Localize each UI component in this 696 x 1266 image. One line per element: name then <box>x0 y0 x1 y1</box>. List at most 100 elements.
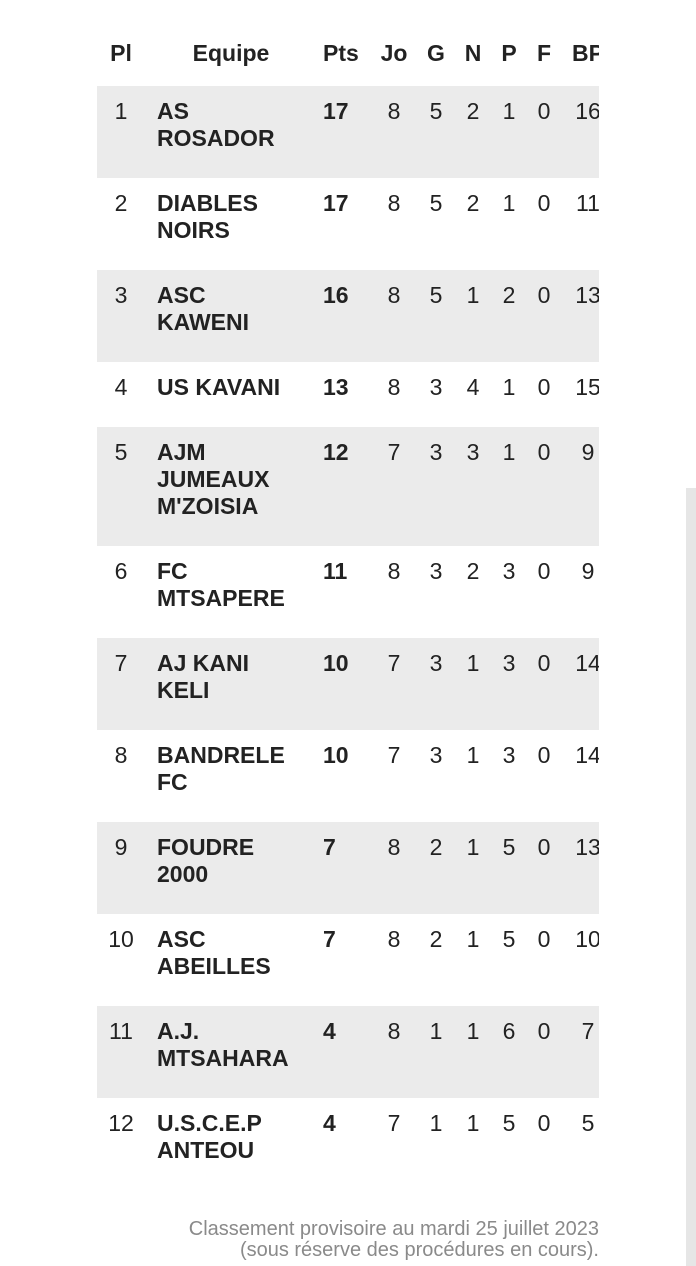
team-name-line: U.S.C.E.P <box>157 1110 262 1136</box>
stat: 15 <box>575 374 599 400</box>
team-name-line: KAWENI <box>157 309 249 335</box>
stat: 0 <box>537 439 551 465</box>
footer: Classement provisoire au mardi 25 juille… <box>189 1219 599 1261</box>
stat: 0 <box>537 282 551 308</box>
stat: 3 <box>429 742 443 768</box>
team-name-line: A.J. <box>157 1018 200 1044</box>
team-row: 8 BANDRELE FC 10 7 3 1 3 0 14 <box>97 730 599 822</box>
stat: 11 <box>576 190 599 216</box>
stat: 16 <box>323 282 349 308</box>
team-row: 12 U.S.C.E.P ANTEOU 4 7 1 1 5 0 5 <box>97 1098 599 1190</box>
stat: 2 <box>466 558 480 584</box>
team-name-line: ABEILLES <box>157 953 271 979</box>
stat: 3 <box>502 558 516 584</box>
stat: 8 <box>387 926 401 952</box>
stat: 14 <box>575 650 599 676</box>
stat: 14 <box>575 742 599 768</box>
team-name: U.S.C.E.P ANTEOU <box>145 1098 317 1190</box>
stat: 1 <box>466 650 480 676</box>
stat: 16 <box>575 98 599 124</box>
stat: 0 <box>537 1018 551 1044</box>
stat: 7 <box>387 1110 401 1136</box>
rank: 1 <box>114 98 128 124</box>
stat: 6 <box>502 1018 516 1044</box>
team-name-line: DIABLES <box>157 190 258 216</box>
rank: 6 <box>114 558 128 584</box>
stat: 11 <box>323 558 348 584</box>
team-row: 6 FC MTSAPERE 11 8 3 2 3 0 9 <box>97 546 599 638</box>
stat: 5 <box>581 1110 595 1136</box>
stat: 17 <box>323 190 349 216</box>
stat: 1 <box>502 374 516 400</box>
stat: 10 <box>323 742 349 768</box>
team-row: 4 US KAVANI 13 8 3 4 1 0 15 <box>97 362 599 427</box>
stat: 1 <box>429 1110 443 1136</box>
stat: 12 <box>323 439 349 465</box>
column-header: Jo <box>380 40 408 66</box>
team-name-line: JUMEAUX <box>157 466 270 492</box>
standings-table: Pl Equipe Pts Jo G N P F BP 1 AS ROSADOR 17 8 5 2 1 0 16 2… <box>97 0 599 1190</box>
team-name: AS ROSADOR <box>145 86 317 178</box>
stat: 1 <box>466 1110 480 1136</box>
header-row: Pl Equipe Pts Jo G N P F BP <box>97 0 599 86</box>
rank: 10 <box>108 926 134 952</box>
stat: 2 <box>429 926 443 952</box>
stat: 1 <box>502 190 516 216</box>
stat: 7 <box>323 926 336 952</box>
stat: 8 <box>387 282 401 308</box>
rank: 4 <box>114 374 128 400</box>
scrollbar <box>686 488 696 1266</box>
stat: 7 <box>581 1018 595 1044</box>
stat: 8 <box>387 558 401 584</box>
footer-line: (sous réserve des procédures en cours). <box>239 1239 599 1261</box>
team-name-line: AS <box>157 98 189 124</box>
standings: Pl Equipe Pts Jo G N P F BP 1 AS ROSADOR 17 8 5 2 1 0 16 2… <box>97 0 599 1200</box>
stat: 7 <box>387 742 401 768</box>
stat: 5 <box>502 834 516 860</box>
stat: 13 <box>575 834 599 860</box>
stat: 0 <box>537 1110 551 1136</box>
rank: 7 <box>114 650 128 676</box>
stat: 0 <box>537 374 551 400</box>
stat: 13 <box>575 282 599 308</box>
stat: 0 <box>537 742 551 768</box>
stat: 3 <box>502 742 516 768</box>
stat: 0 <box>537 190 551 216</box>
team-row: 5 AJM JUMEAUX M'ZOISIA 12 7 3 3 1 0 9 <box>97 427 599 546</box>
team-row: 11 A.J. MTSAHARA 4 8 1 1 6 0 7 <box>97 1006 599 1098</box>
stat: 2 <box>466 98 480 124</box>
column-header: BP <box>572 40 599 66</box>
stat: 1 <box>466 742 480 768</box>
team-name-line: FC <box>157 769 188 795</box>
team-name-line: KELI <box>157 677 210 703</box>
stat: 0 <box>537 926 551 952</box>
stat: 8 <box>387 834 401 860</box>
footer-line: Classement provisoire au mardi 25 juille… <box>188 1218 599 1240</box>
stat: 9 <box>581 439 595 465</box>
stat: 10 <box>323 650 349 676</box>
stat: 3 <box>429 439 443 465</box>
stat: 4 <box>323 1018 336 1044</box>
team-name: DIABLES NOIRS <box>145 178 317 270</box>
stat: 0 <box>537 650 551 676</box>
team-row: 7 AJ KANI KELI 10 7 3 1 3 0 14 <box>97 638 599 730</box>
stat: 3 <box>466 439 480 465</box>
column-header: Pts <box>323 40 359 66</box>
column-header: Equipe <box>192 40 270 66</box>
stat: 10 <box>575 926 599 952</box>
stat: 7 <box>323 834 336 860</box>
stat: 1 <box>466 282 480 308</box>
team-name: AJ KANI KELI <box>145 638 317 730</box>
stat: 1 <box>466 834 480 860</box>
team-name: FC MTSAPERE <box>145 546 317 638</box>
stat: 8 <box>387 190 401 216</box>
team-name-line: FOUDRE <box>157 834 255 860</box>
stat: 1 <box>502 98 516 124</box>
team-name-line: BANDRELE <box>157 742 285 768</box>
stat: 8 <box>387 374 401 400</box>
team-row: 9 FOUDRE 2000 7 8 2 1 5 0 13 <box>97 822 599 914</box>
team-name-line: M'ZOISIA <box>157 493 259 519</box>
team-name-line: ASC <box>157 282 206 308</box>
stat: 0 <box>537 558 551 584</box>
